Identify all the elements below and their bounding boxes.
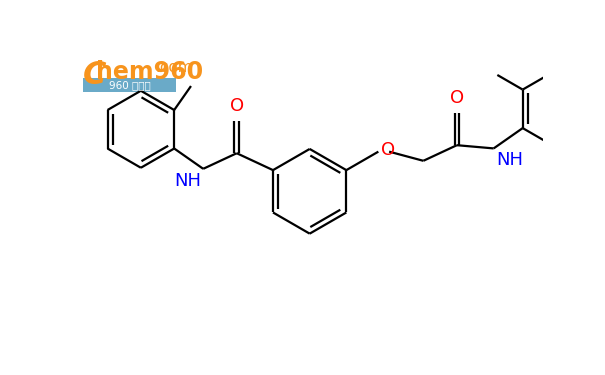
Text: O: O [450,89,464,107]
Text: NH: NH [174,172,201,190]
Text: O: O [230,97,244,115]
Text: hem960: hem960 [96,60,203,84]
Text: NH: NH [496,152,523,170]
Text: .com: .com [155,60,194,75]
FancyBboxPatch shape [83,78,175,92]
Text: 960 化工网: 960 化工网 [109,80,151,90]
Text: O: O [381,141,396,159]
Text: C: C [83,60,107,92]
